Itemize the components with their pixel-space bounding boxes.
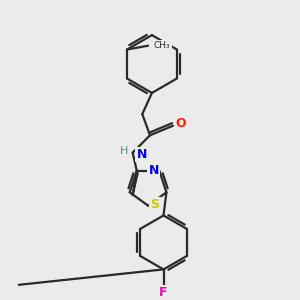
Text: H: H xyxy=(119,146,128,156)
Text: O: O xyxy=(176,117,186,130)
Text: S: S xyxy=(150,198,159,211)
Text: N: N xyxy=(148,164,159,177)
Text: N: N xyxy=(136,148,147,161)
Text: F: F xyxy=(159,286,168,299)
Text: CH₃: CH₃ xyxy=(154,41,170,50)
